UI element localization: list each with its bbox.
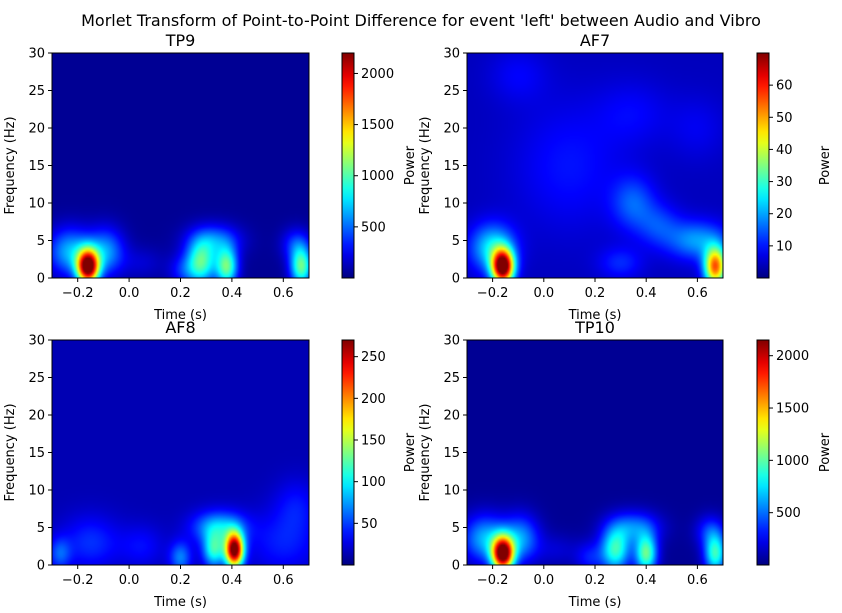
panel-title: TP10 <box>574 318 615 337</box>
y-tick-label: 20 <box>28 122 45 137</box>
y-tick-label: 30 <box>443 47 460 62</box>
y-tick-label: 20 <box>28 409 45 424</box>
heatmap-af7 <box>467 53 723 278</box>
x-tick-label: 0.2 <box>170 573 191 588</box>
y-axis-label: Frequency (Hz) <box>3 116 18 214</box>
y-tick-label: 15 <box>28 446 45 461</box>
y-axis-label: Frequency (Hz) <box>3 403 18 501</box>
colorbar-label: Power <box>403 145 418 185</box>
y-tick-label: 15 <box>28 159 45 174</box>
colorbar-tick-label: 500 <box>776 506 801 521</box>
x-tick-label: 0.2 <box>170 286 191 301</box>
x-tick-label: 0.4 <box>636 573 657 588</box>
x-axis-label: Time (s) <box>153 595 207 609</box>
panel-title: TP9 <box>165 31 196 50</box>
y-tick-label: 15 <box>443 446 460 461</box>
y-tick-label: 10 <box>443 197 460 212</box>
colorbar-tick-label: 1000 <box>361 169 394 184</box>
y-tick-label: 25 <box>28 84 45 99</box>
colorbar-tick-label: 250 <box>361 350 386 365</box>
colorbar-tick-label: 1500 <box>776 402 809 417</box>
x-tick-label: −0.2 <box>477 573 509 588</box>
y-tick-label: 15 <box>443 159 460 174</box>
panel-tp9: TP9 −0.2 0.0 0.2 0.4 0.6 Time (s) 0 5 10 15 20 25 30 F… <box>3 31 418 323</box>
x-tick-label: −0.2 <box>477 286 509 301</box>
panel-tp10: TP10 −0.2 0.0 0.2 0.4 0.6 Time (s) 0 5 10 15 20 25 30… <box>418 318 833 610</box>
y-tick-label: 20 <box>443 122 460 137</box>
y-tick-label: 5 <box>452 521 460 536</box>
colorbar-tick-label: 50 <box>776 111 793 126</box>
heatmap-tp10 <box>467 340 723 565</box>
y-tick-label: 0 <box>37 559 45 574</box>
y-tick-label: 10 <box>443 484 460 499</box>
panel-title: AF8 <box>165 318 195 337</box>
y-tick-label: 20 <box>443 409 460 424</box>
x-tick-label: 0.0 <box>533 286 554 301</box>
colorbar-tick-label: 200 <box>361 392 386 407</box>
y-tick-label: 30 <box>28 47 45 62</box>
x-tick-label: 0.4 <box>222 573 243 588</box>
heatmap-af8 <box>52 340 309 565</box>
heatmap-tp9 <box>52 53 309 278</box>
x-tick-label: 0.2 <box>585 286 606 301</box>
colorbar-tick-label: 1000 <box>776 454 809 469</box>
x-axis-label: Time (s) <box>568 595 622 609</box>
colorbar-label: Power <box>818 145 833 185</box>
colorbar-tick-label: 100 <box>361 475 386 490</box>
colorbar-af8 <box>341 339 355 566</box>
colorbar-tick-label: 500 <box>361 220 386 235</box>
y-tick-label: 10 <box>28 197 45 212</box>
colorbar-tick-label: 1500 <box>361 118 394 133</box>
colorbar-tick-label: 2000 <box>361 67 394 82</box>
x-tick-label: 0.6 <box>687 573 708 588</box>
colorbar-tick-label: 20 <box>776 207 793 222</box>
y-tick-label: 0 <box>37 272 45 287</box>
x-tick-label: 0.0 <box>119 573 140 588</box>
y-axis-label: Frequency (Hz) <box>418 116 433 214</box>
x-tick-label: 0.4 <box>636 286 657 301</box>
y-tick-label: 30 <box>443 334 460 349</box>
x-tick-label: 0.6 <box>273 286 294 301</box>
x-tick-label: 0.2 <box>585 573 606 588</box>
panel-af7: AF7 −0.2 0.0 0.2 0.4 0.6 Time (s) 0 5 10 15 20 25 30 F… <box>418 31 833 323</box>
x-axis-label: Time (s) <box>153 308 207 323</box>
x-tick-label: −0.2 <box>62 286 94 301</box>
colorbar-tick-label: 30 <box>776 175 793 190</box>
colorbar-af7 <box>756 52 770 279</box>
x-axis-label: Time (s) <box>568 308 622 323</box>
y-tick-label: 30 <box>28 334 45 349</box>
x-tick-label: 0.4 <box>222 286 243 301</box>
colorbar-tick-label: 50 <box>361 517 378 532</box>
colorbar-label: Power <box>818 432 833 472</box>
y-tick-label: 5 <box>37 521 45 536</box>
colorbar-label: Power <box>403 432 418 472</box>
y-tick-label: 5 <box>37 234 45 249</box>
y-tick-label: 5 <box>452 234 460 249</box>
x-tick-label: −0.2 <box>62 573 94 588</box>
colorbar-tick-label: 150 <box>361 434 386 449</box>
x-tick-label: 0.0 <box>119 286 140 301</box>
colorbar-tp9 <box>341 52 355 279</box>
y-tick-label: 0 <box>452 272 460 287</box>
colorbar-tick-label: 2000 <box>776 349 809 364</box>
figure-title: Morlet Transform of Point-to-Point Diffe… <box>81 11 761 30</box>
y-tick-label: 25 <box>28 371 45 386</box>
colorbar-tick-label: 60 <box>776 79 793 94</box>
y-tick-label: 10 <box>28 484 45 499</box>
x-tick-label: 0.6 <box>687 286 708 301</box>
colorbar-tp10 <box>756 339 770 566</box>
colorbar-tick-label: 40 <box>776 143 793 158</box>
panel-title: AF7 <box>580 31 610 50</box>
x-tick-label: 0.0 <box>533 573 554 588</box>
colorbar-tick-label: 10 <box>776 239 793 254</box>
y-tick-label: 0 <box>452 559 460 574</box>
panel-af8: AF8 −0.2 0.0 0.2 0.4 0.6 Time (s) 0 5 10 15 20 25 30 F… <box>3 318 418 610</box>
x-tick-label: 0.6 <box>273 573 294 588</box>
y-axis-label: Frequency (Hz) <box>418 403 433 501</box>
y-tick-label: 25 <box>443 371 460 386</box>
y-tick-label: 25 <box>443 84 460 99</box>
